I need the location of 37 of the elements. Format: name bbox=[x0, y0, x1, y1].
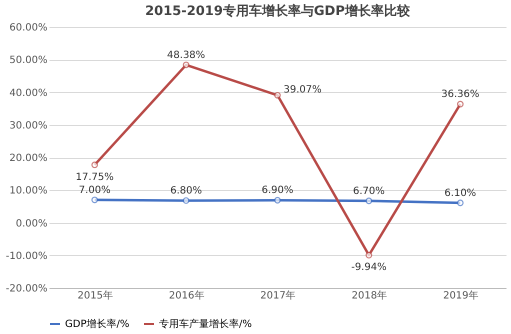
y-tick-label: -10.00% bbox=[6, 250, 48, 262]
point bbox=[274, 196, 281, 204]
point bbox=[274, 92, 281, 99]
x-tick-label: 2015年 bbox=[77, 290, 113, 302]
data-label: 6.80% bbox=[170, 186, 202, 197]
y-tick-label: 20.00% bbox=[9, 153, 48, 164]
y-tick-label: 50.00% bbox=[9, 55, 48, 66]
data-label: 48.38% bbox=[167, 50, 206, 61]
data-label: 6.90% bbox=[262, 185, 294, 196]
y-tick-label: 30.00% bbox=[9, 120, 48, 132]
x-tick-label: 2016年 bbox=[168, 290, 204, 302]
x-tick-label: 2018年 bbox=[352, 290, 388, 302]
chart-title: 2015-2019专用车增长率与GDP增长率比较 bbox=[145, 3, 411, 19]
point bbox=[91, 162, 98, 168]
point bbox=[182, 62, 190, 68]
data-label: 17.75% bbox=[76, 172, 114, 183]
y-tick-label: 60.00% bbox=[9, 22, 48, 34]
point bbox=[456, 200, 464, 206]
data-label: 39.07% bbox=[284, 84, 322, 96]
y-tick-label: 10.00% bbox=[9, 186, 48, 197]
point bbox=[366, 252, 372, 259]
y-tick-label: 40.00% bbox=[9, 88, 48, 99]
data-label: 7.00% bbox=[78, 184, 111, 196]
legend-label: GDP增长率/% bbox=[65, 318, 130, 330]
y-tick-label: 0.00% bbox=[16, 218, 48, 230]
y-tick-label: -20.00% bbox=[6, 284, 48, 294]
data-label: 6.10% bbox=[444, 188, 476, 199]
data-label: 6.70% bbox=[353, 186, 385, 197]
x-tick-label: 2017年 bbox=[260, 290, 296, 302]
data-label: 36.36% bbox=[441, 89, 480, 100]
point bbox=[182, 197, 190, 204]
point bbox=[91, 196, 98, 204]
x-tick-label: 2019年 bbox=[443, 290, 479, 302]
legend-label: 专用车产量增长率/% bbox=[159, 318, 252, 330]
point bbox=[456, 100, 464, 108]
data-label: -9.94% bbox=[351, 262, 387, 274]
point bbox=[366, 198, 372, 204]
